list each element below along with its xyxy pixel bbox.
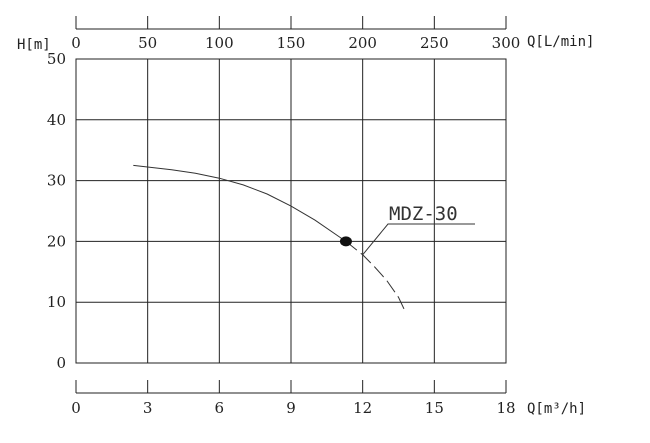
- top-axis-label: Q[L/min]: [527, 34, 594, 50]
- series-label-mdz-30: MDZ-30: [389, 203, 458, 225]
- annotation-leader-line: [362, 223, 475, 256]
- bottom-tick-label: 6: [215, 399, 225, 417]
- y-tick-label: 30: [47, 172, 66, 190]
- series-line-mdz-30: [133, 164, 347, 242]
- top-tick-label: 100: [205, 34, 234, 52]
- y-tick-label: 10: [47, 293, 66, 311]
- top-tick-label: 200: [348, 34, 377, 52]
- series-extension-dashed: [345, 241, 407, 313]
- y-tick-label: 40: [47, 111, 66, 129]
- bottom-tick-label: 3: [143, 399, 153, 417]
- y-tick-label: 20: [47, 232, 66, 250]
- operating-point-marker: [339, 236, 352, 247]
- bottom-tick-label: 18: [496, 399, 515, 417]
- top-tick-label: 250: [420, 34, 449, 52]
- top-tick-label: 50: [138, 34, 157, 52]
- annotations: MDZ-30: [362, 203, 475, 256]
- top-tick-label: 150: [277, 34, 306, 52]
- series: [133, 164, 407, 313]
- bottom-tick-label: 12: [353, 399, 372, 417]
- y-tick-label: 0: [56, 354, 66, 372]
- y-tick-label: 50: [47, 50, 66, 68]
- bottom-tick-label: 15: [425, 399, 444, 417]
- y-axis-label: H[m]: [17, 37, 51, 53]
- bottom-tick-label: 9: [286, 399, 296, 417]
- bottom-tick-label: 0: [71, 399, 81, 417]
- bottom-axis-label: Q[m³/h]: [527, 401, 586, 417]
- top-tick-label: 0: [71, 34, 81, 52]
- grid: [75, 58, 507, 364]
- top-tick-label: 300: [492, 34, 521, 52]
